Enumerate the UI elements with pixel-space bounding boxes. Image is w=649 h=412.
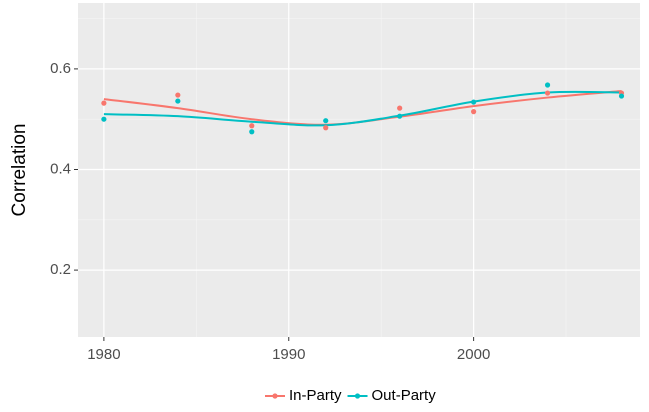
- legend-label: Out-Party: [372, 387, 437, 404]
- point: [101, 100, 107, 106]
- point: [544, 82, 551, 88]
- x-tick-label: 2000: [457, 346, 490, 363]
- x-tick-label: 1990: [272, 346, 305, 363]
- point: [101, 116, 107, 122]
- legend-label: In-Party: [289, 387, 342, 404]
- legend-key-point: [354, 393, 361, 399]
- y-tick-label: 0.4: [50, 160, 71, 177]
- x-tick-label: 1980: [87, 346, 120, 363]
- y-tick-label: 0.6: [50, 60, 71, 77]
- legend-key-point: [272, 393, 278, 399]
- point: [249, 129, 255, 135]
- point: [471, 109, 477, 115]
- point: [397, 105, 403, 111]
- y-tick-label: 0.2: [50, 261, 71, 278]
- point: [397, 113, 403, 119]
- point: [471, 99, 477, 105]
- point: [544, 90, 551, 96]
- point: [323, 118, 329, 124]
- point: [175, 98, 181, 104]
- point: [323, 125, 329, 131]
- point: [249, 123, 255, 129]
- point: [175, 92, 181, 98]
- y-axis-title: Correlation: [9, 124, 30, 217]
- point: [618, 93, 625, 99]
- smooth-line: [103, 90, 622, 127]
